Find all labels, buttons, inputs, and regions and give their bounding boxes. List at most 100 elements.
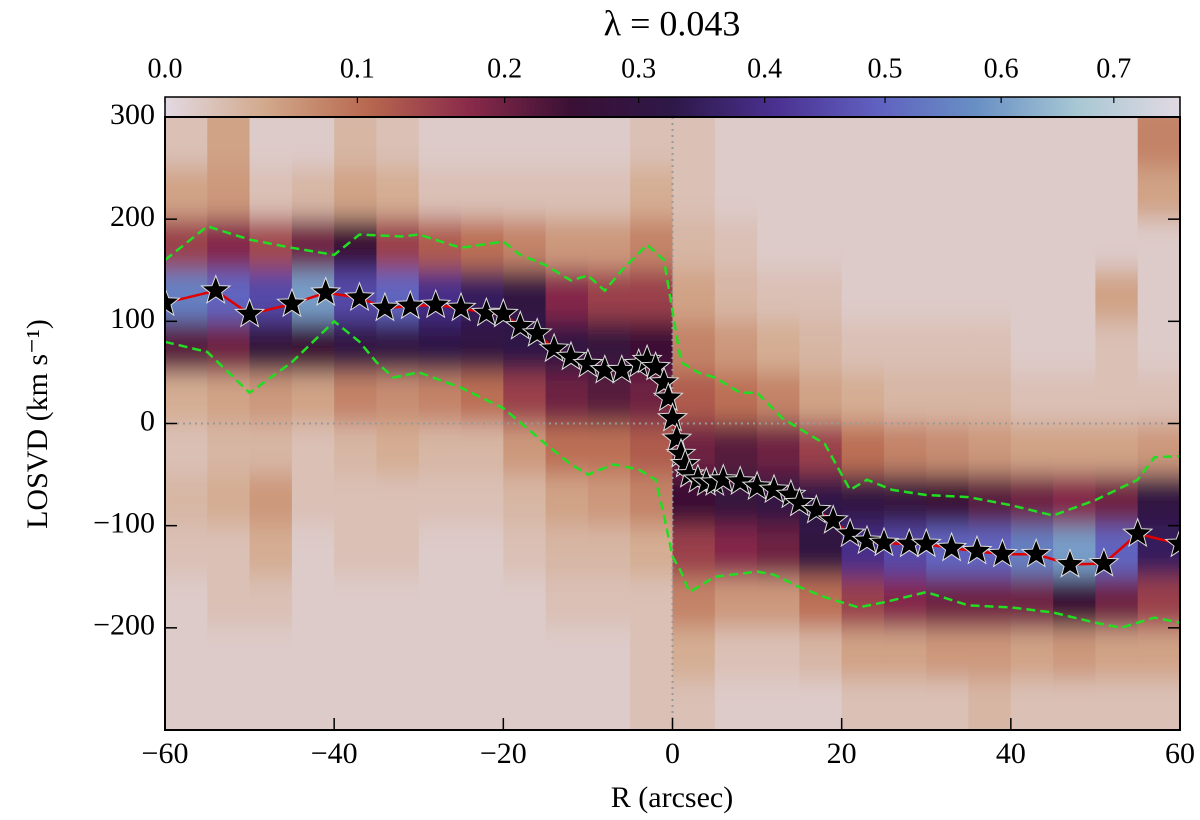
heatmap-cell — [841, 117, 885, 169]
heatmap-cell — [291, 474, 335, 527]
heatmap-cell — [376, 321, 420, 373]
colorbar-tick-label: 0.1 — [340, 53, 375, 84]
heatmap-cell — [334, 423, 377, 476]
heatmap-cell — [883, 423, 927, 476]
star-marker — [445, 291, 477, 322]
heatmap-cell — [1053, 270, 1096, 322]
heatmap-cell — [165, 372, 208, 424]
heatmap-cell — [207, 321, 251, 373]
heatmap-cell — [545, 168, 589, 220]
heatmap-cell — [1095, 627, 1139, 680]
heatmap-cell — [587, 678, 631, 730]
colorbar-tick-label: 0.7 — [1096, 53, 1131, 84]
heatmap-cell — [630, 474, 673, 527]
star-marker — [1088, 547, 1120, 577]
heatmap-cell — [249, 576, 293, 629]
star-marker — [369, 291, 401, 322]
heatmap-cell — [757, 219, 800, 271]
heatmap-cell — [1053, 372, 1096, 424]
y-axis-label: LOSVD (km s⁻¹) — [21, 319, 54, 529]
star-marker — [572, 347, 604, 378]
heatmap-cell — [207, 525, 251, 578]
heatmap-cell — [926, 627, 970, 680]
heatmap-cell — [630, 627, 673, 680]
heatmap-cell — [418, 525, 462, 578]
heatmap-cell — [883, 372, 927, 424]
heatmap-cell — [799, 678, 843, 730]
heatmap-cell — [334, 321, 377, 373]
heatmap-cell — [1053, 117, 1096, 169]
heatmap-cell — [334, 576, 377, 629]
heatmap-cell — [587, 219, 631, 271]
star-marker — [200, 274, 232, 304]
heatmap-cell — [799, 168, 843, 220]
heatmap-cell — [841, 372, 885, 424]
star-marker — [724, 465, 756, 496]
heatmap-cell — [376, 678, 420, 730]
heatmap-cell — [757, 576, 800, 629]
heatmap-cell — [207, 168, 251, 220]
heatmap-cell — [1137, 576, 1180, 629]
star-marker — [648, 366, 680, 396]
heatmap-cell — [249, 117, 293, 169]
x-tick-label: 40 — [996, 737, 1026, 770]
heatmap-cell — [1137, 219, 1180, 271]
colorbar-tick-label: 0.5 — [868, 53, 903, 84]
heatmap-cell — [968, 168, 1012, 220]
heatmap-cell — [714, 219, 758, 271]
heatmap-cell — [587, 576, 631, 629]
heatmap-cell — [249, 321, 293, 373]
star-marker — [394, 289, 426, 320]
star-marker — [538, 332, 570, 363]
heatmap-cell — [968, 576, 1012, 629]
heatmap-cell — [1010, 474, 1054, 527]
star-marker — [1020, 537, 1052, 568]
heatmap-cell — [799, 525, 843, 578]
heatmap-cell — [1095, 372, 1139, 424]
heatmap-cell — [165, 474, 208, 527]
star-marker — [487, 297, 519, 328]
heatmap-cell — [968, 219, 1012, 271]
heatmap-cell — [376, 423, 420, 476]
x-tick-label: −60 — [142, 737, 189, 770]
heatmap-cell — [799, 321, 843, 373]
heatmap-cell — [1010, 372, 1054, 424]
heatmap-cell — [545, 474, 589, 527]
heatmap-cell — [926, 474, 970, 527]
colorbar-tick-label: 0.2 — [487, 53, 522, 84]
heatmap-cell — [926, 117, 970, 169]
heatmap-cell — [334, 372, 377, 424]
heatmap-cell — [503, 678, 547, 730]
star-marker — [758, 473, 790, 504]
heatmap-cell — [672, 576, 716, 629]
heatmap-cell — [926, 372, 970, 424]
heatmap-cell — [926, 270, 970, 322]
heatmap-cell — [587, 474, 631, 527]
heatmap-cell — [165, 678, 208, 730]
heatmap-cell — [757, 423, 800, 476]
heatmap-cell — [376, 117, 420, 169]
y-tick-label: −100 — [93, 507, 155, 540]
star-marker — [165, 286, 181, 317]
heatmap-cell — [968, 372, 1012, 424]
heatmap-cell — [503, 168, 547, 220]
star-marker — [504, 309, 536, 340]
heatmap-cell — [418, 423, 462, 476]
star-marker — [817, 504, 849, 534]
heatmap-cell — [545, 678, 589, 730]
heatmap-cell — [714, 423, 758, 476]
heatmap-cell — [714, 525, 758, 578]
heatmap-cell — [1137, 372, 1180, 424]
colorbar-tick-label: 0.0 — [148, 53, 183, 84]
star-marker — [986, 537, 1018, 568]
heatmap-cell — [799, 372, 843, 424]
heatmap-cell — [291, 678, 335, 730]
star-marker — [661, 422, 693, 453]
heatmap-cell — [841, 219, 885, 271]
heatmap-cell — [883, 576, 927, 629]
heatmap-cell — [587, 525, 631, 578]
heatmap-cell — [672, 117, 716, 169]
heatmap-cell — [714, 627, 758, 680]
star-marker — [555, 340, 587, 371]
heatmap-cell — [334, 678, 377, 730]
